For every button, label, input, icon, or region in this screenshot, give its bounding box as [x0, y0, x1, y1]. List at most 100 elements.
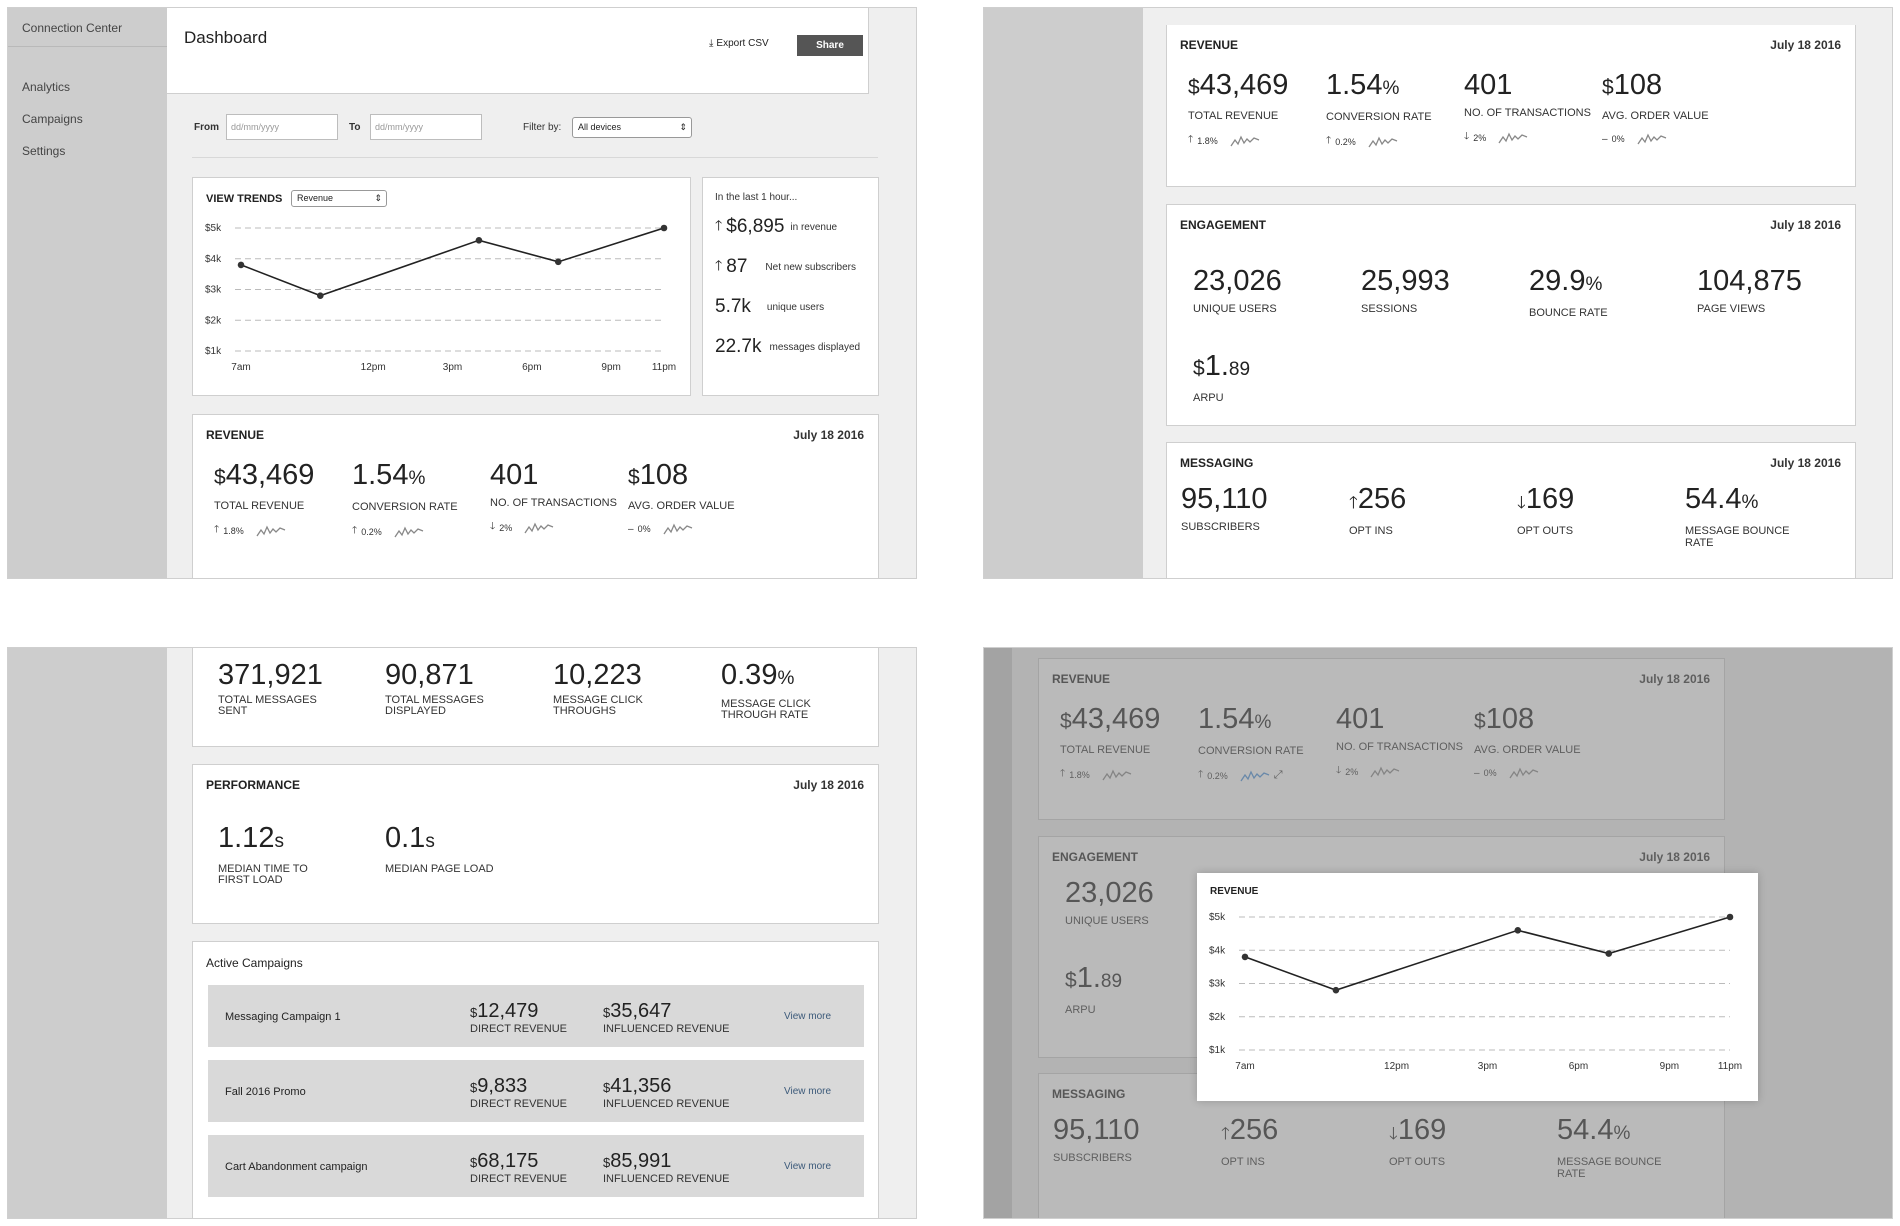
- view-more-link[interactable]: View more: [784, 1161, 832, 1172]
- amount: 68,175: [477, 1150, 539, 1172]
- metric-conversion-rate: 1.54% CONVERSION RATE 🡑 0.2%: [1326, 69, 1456, 150]
- currency-symbol: $: [470, 1005, 478, 1020]
- metric-label: CONVERSION RATE: [352, 501, 458, 513]
- export-csv-button[interactable]: ⤓ Export CSV: [709, 38, 769, 49]
- sparkline-icon[interactable]: [394, 525, 424, 539]
- metric-opt-outs: 🡓169 OPT OUTS: [1517, 483, 1647, 537]
- metric-trend: 🡑1.8%: [1188, 132, 1318, 149]
- metric-label: MESSAGE CLICK THROUGHS: [553, 694, 643, 717]
- arrow-up-icon: 🡑: [715, 217, 723, 233]
- metric-label: UNIQUE USERS: [1193, 303, 1277, 315]
- sparkline-icon[interactable]: [1368, 135, 1398, 149]
- last-hour-row: 5.7k unique users: [715, 296, 825, 317]
- metric-number: 54.4: [1685, 483, 1742, 515]
- x-tick-label: 3pm: [1478, 1061, 1497, 1072]
- metric-conversion-rate: 1.54% CONVERSION RATE 🡑 0.2%: [352, 459, 482, 540]
- data-point[interactable]: [1241, 953, 1249, 961]
- last-hour-row: 🡑 $6,895 in revenue: [715, 216, 838, 237]
- sparkline-icon[interactable]: [1637, 132, 1667, 146]
- data-point[interactable]: [1332, 986, 1340, 994]
- metric-label: PAGE VIEWS: [1697, 303, 1766, 315]
- trend-value: 1.8%: [1197, 135, 1218, 146]
- data-point[interactable]: [554, 258, 562, 266]
- metric-number: 0.39: [721, 659, 778, 691]
- influenced-revenue-label: INFLUENCED REVENUE: [603, 1173, 730, 1185]
- metric-value: 401: [490, 459, 620, 491]
- data-point[interactable]: [1605, 950, 1613, 957]
- influenced-revenue-value: $35,647: [603, 1001, 730, 1023]
- metric-number: 23,026: [1193, 265, 1282, 297]
- metric-label: TOTAL REVENUE: [1188, 110, 1279, 122]
- data-point[interactable]: [1726, 913, 1734, 921]
- currency-symbol: $: [214, 466, 226, 489]
- panel-dashboard-top: Connection Center Analytics Campaigns Se…: [7, 7, 917, 579]
- arrow-up-icon: 🡑: [352, 525, 358, 536]
- view-more-link[interactable]: View more: [784, 1011, 832, 1022]
- view-more-link[interactable]: View more: [784, 1086, 832, 1097]
- direct-revenue-value: $9,833: [470, 1076, 567, 1098]
- currency-symbol: $: [470, 1080, 478, 1095]
- data-point[interactable]: [1514, 927, 1522, 934]
- y-tick-label: $2k: [1209, 1012, 1226, 1023]
- data-point[interactable]: [660, 224, 668, 232]
- campaign-name: Messaging Campaign 1: [225, 1011, 341, 1023]
- currency-symbol: $: [470, 1155, 478, 1170]
- metric-label: NO. OF TRANSACTIONS: [490, 497, 617, 509]
- sparkline-icon[interactable]: [1498, 131, 1528, 145]
- metric-no-of-transactions: 401 NO. OF TRANSACTIONS 🡓2%: [490, 459, 620, 536]
- campaign-influenced-revenue: $85,991 INFLUENCED REVENUE: [603, 1151, 730, 1185]
- campaigns-title: Active Campaigns: [206, 956, 303, 970]
- y-tick-label: $1k: [205, 346, 222, 357]
- metric-total-revenue: $43,469 TOTAL REVENUE 🡑1.8%: [214, 459, 344, 539]
- to-label: To: [349, 122, 361, 133]
- sparkline-icon[interactable]: [256, 524, 286, 538]
- dash-icon: –: [628, 523, 634, 535]
- performance-date: July 18 2016: [793, 778, 864, 792]
- trend-metric-select[interactable]: Revenue: [291, 190, 387, 207]
- y-tick-label: $5k: [1209, 912, 1226, 923]
- metric-label: TOTAL MESSAGES SENT: [218, 694, 317, 717]
- sidebar-item-campaigns[interactable]: Campaigns: [22, 112, 83, 126]
- metric-number: 401: [1464, 69, 1513, 101]
- influenced-revenue-value: $85,991: [603, 1151, 730, 1173]
- influenced-revenue-label: INFLUENCED REVENUE: [603, 1098, 730, 1110]
- sidebar-item-analytics[interactable]: Analytics: [22, 80, 71, 94]
- trends-card: VIEW TRENDS Revenue $1k $2k $3k $4k $5k 7am 12…: [192, 177, 691, 396]
- metric-value: $43,469: [1188, 69, 1318, 104]
- messaging-card: MESSAGING July 18 2016 95,110 SUBSCRIBERS…: [1166, 442, 1856, 578]
- data-point[interactable]: [317, 292, 324, 299]
- direct-revenue-value: $68,175: [470, 1151, 567, 1173]
- data-point[interactable]: [237, 261, 245, 269]
- x-tick-label: 12pm: [361, 362, 386, 373]
- metric-subscribers: 95,110 SUBSCRIBERS: [1181, 483, 1311, 533]
- x-tick-label: 6pm: [522, 362, 541, 373]
- campaign-direct-revenue: $9,833 DIRECT REVENUE: [470, 1076, 567, 1110]
- revenue-title: REVENUE: [206, 428, 265, 442]
- trend-value: 2%: [1473, 132, 1487, 143]
- device-filter-select[interactable]: All devices: [572, 117, 692, 138]
- sparkline-icon[interactable]: [663, 522, 693, 536]
- from-label: From: [194, 122, 219, 133]
- data-point[interactable]: [475, 237, 483, 244]
- metric-trend: 🡓2%: [490, 519, 620, 536]
- sparkline-icon[interactable]: [1230, 134, 1260, 148]
- revenue-card: REVENUE July 18 2016 $43,469 TOTAL REVENUE 🡑…: [1166, 25, 1856, 187]
- direct-revenue-label: DIRECT REVENUE: [470, 1023, 567, 1035]
- metric-number: 1.: [1204, 350, 1229, 382]
- metric-unit: s: [274, 831, 284, 852]
- share-button[interactable]: Share: [797, 35, 863, 56]
- amount: 12,479: [477, 1000, 539, 1022]
- arrow-up-icon: 🡑: [1188, 134, 1194, 145]
- sidebar-item-settings[interactable]: Settings: [22, 144, 66, 158]
- sparkline-icon[interactable]: [524, 521, 554, 535]
- to-date-input[interactable]: dd/mm/yyyy: [370, 114, 482, 140]
- metric-total-messages-sent: 371,921 TOTAL MESSAGES SENT: [218, 659, 336, 717]
- metric-value: 371,921: [218, 659, 336, 691]
- performance-card: PERFORMANCE July 18 2016 1.12s MEDIAN TIM…: [192, 764, 879, 924]
- metric-value: 25,993: [1361, 265, 1491, 297]
- metric-label: AVG. ORDER VALUE: [1602, 110, 1709, 122]
- header-bar: Dashboard ⤓ Export CSV Share: [167, 8, 869, 94]
- metric-number: 371,921: [218, 659, 323, 691]
- from-date-input[interactable]: dd/mm/yyyy: [226, 114, 338, 140]
- metric-label: TOTAL MESSAGES DISPLAYED: [385, 694, 484, 717]
